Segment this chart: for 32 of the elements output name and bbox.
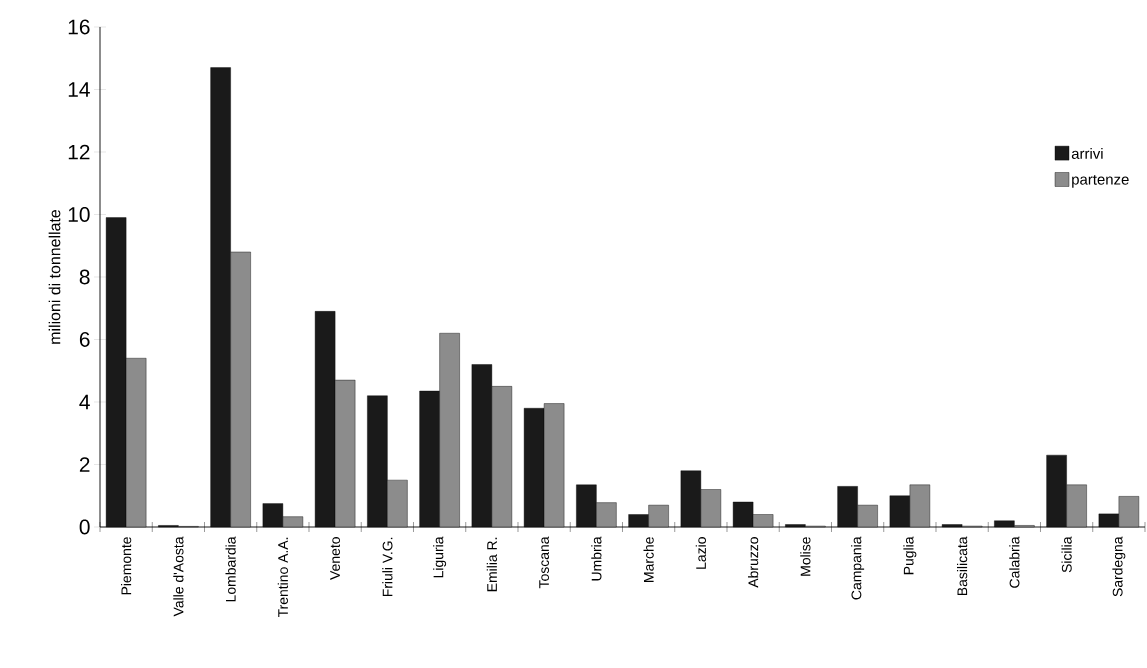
y-tick-label: 12 [68, 144, 90, 160]
x-tick-label: Friuli V.G. [382, 537, 393, 597]
x-tick-label: Valle d'Aosta [173, 536, 184, 617]
legend-label: partenze [1072, 174, 1129, 188]
x-tick-label: Lazio [695, 537, 706, 569]
legend-label: arrivi [1071, 147, 1103, 159]
x-tick-label: Calabria [1009, 536, 1020, 588]
x-tick-label: Molise [800, 537, 811, 576]
x-tick-label: Marche [643, 537, 654, 582]
x-tick-label: Piemonte [121, 537, 132, 595]
x-tick-label: Lombardia [225, 536, 236, 602]
x-tick-label: Abruzzo [747, 537, 759, 588]
y-tick-label: 10 [68, 207, 90, 222]
y-axis-title: milioni di tonnellate [48, 209, 61, 344]
x-tick-label: Toscana [539, 536, 549, 589]
y-tick-label: 16 [68, 19, 90, 35]
x-tick-label: Sicilia [1061, 536, 1072, 573]
x-tick-label: Sardegna [1112, 536, 1126, 597]
x-tick-label: Trentino A.A. [277, 537, 288, 618]
y-tick-label: 4 [79, 394, 90, 410]
x-tick-label: Campania [851, 536, 865, 600]
y-tick-label: 14 [68, 82, 90, 97]
x-tick-label: Basilicata [956, 536, 968, 596]
x-tick-label: Umbria [591, 536, 602, 581]
y-tick-label: 6 [79, 332, 90, 347]
y-tick-label: 0 [79, 519, 90, 535]
y-tick-label: 8 [79, 269, 90, 285]
x-tick-label: Puglia [903, 536, 917, 575]
x-tick-label: Liguria [433, 536, 447, 578]
x-tick-label: Emilia R. [486, 537, 497, 592]
y-tick-label: 2 [79, 457, 90, 472]
x-tick-label: Veneto [330, 537, 340, 580]
